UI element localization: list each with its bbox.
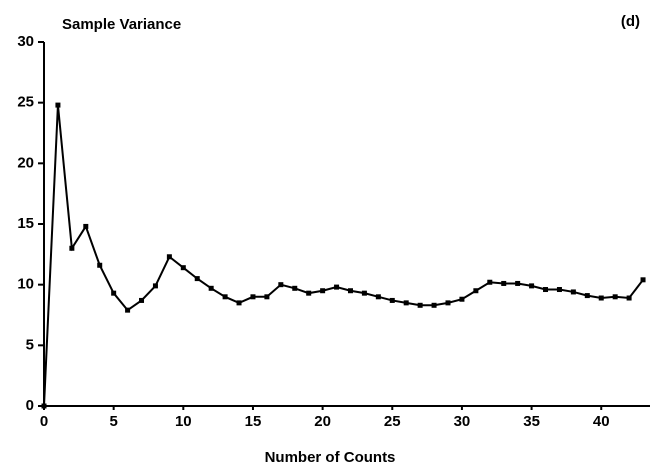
data-point bbox=[55, 102, 61, 108]
data-point bbox=[222, 294, 228, 300]
annotation: (d) bbox=[621, 13, 640, 30]
x-tick-label: 30 bbox=[454, 413, 471, 430]
data-point bbox=[278, 282, 284, 288]
x-tick-label: 35 bbox=[523, 413, 540, 430]
x-tick-label: 0 bbox=[40, 413, 48, 430]
x-tick-label: 40 bbox=[593, 413, 610, 430]
data-point bbox=[529, 283, 535, 289]
data-point bbox=[264, 294, 270, 300]
data-point bbox=[152, 283, 158, 289]
data-point bbox=[598, 295, 604, 301]
data-point bbox=[236, 300, 242, 306]
y-tick-label: 10 bbox=[17, 276, 34, 293]
data-point bbox=[640, 277, 646, 283]
data-point bbox=[125, 307, 131, 313]
data-point bbox=[180, 265, 186, 271]
data-point bbox=[584, 293, 590, 299]
data-point bbox=[194, 276, 200, 282]
chart-title: Sample Variance bbox=[62, 16, 181, 33]
data-point bbox=[515, 280, 521, 286]
data-point bbox=[111, 290, 117, 296]
x-axis-label: Number of Counts bbox=[265, 449, 396, 466]
x-tick-label: 25 bbox=[384, 413, 401, 430]
data-point bbox=[417, 302, 423, 308]
data-point bbox=[445, 300, 451, 306]
data-point bbox=[431, 302, 437, 308]
x-tick-label: 20 bbox=[314, 413, 331, 430]
x-tick-label: 10 bbox=[175, 413, 192, 430]
data-line bbox=[43, 104, 644, 407]
data-point bbox=[375, 294, 381, 300]
x-tick-label: 15 bbox=[245, 413, 262, 430]
data-point bbox=[139, 297, 145, 303]
data-point bbox=[334, 284, 340, 290]
y-tick-label: 30 bbox=[17, 33, 34, 50]
data-point bbox=[361, 290, 367, 296]
data-point bbox=[97, 262, 103, 268]
data-point bbox=[570, 289, 576, 295]
data-point bbox=[347, 288, 353, 294]
data-point bbox=[41, 403, 47, 409]
data-point bbox=[501, 280, 507, 286]
data-point bbox=[83, 223, 89, 229]
data-point bbox=[306, 290, 312, 296]
y-tick-label: 0 bbox=[26, 397, 34, 414]
data-point bbox=[473, 288, 479, 294]
data-point bbox=[250, 294, 256, 300]
data-point bbox=[403, 300, 409, 306]
data-point bbox=[208, 285, 214, 291]
data-point bbox=[556, 287, 562, 293]
data-point bbox=[626, 295, 632, 301]
data-point bbox=[69, 245, 75, 251]
y-tick-label: 20 bbox=[17, 154, 34, 171]
data-point bbox=[320, 288, 326, 294]
y-tick-label: 25 bbox=[17, 94, 34, 111]
x-tick-label: 5 bbox=[109, 413, 117, 430]
y-tick-label: 5 bbox=[26, 336, 34, 353]
y-tick-label: 15 bbox=[17, 215, 34, 232]
data-point bbox=[612, 294, 618, 300]
data-point bbox=[459, 296, 465, 302]
data-point bbox=[292, 285, 298, 291]
data-point bbox=[487, 279, 493, 285]
data-point bbox=[389, 297, 395, 303]
data-point bbox=[166, 254, 172, 260]
data-point bbox=[543, 287, 549, 293]
